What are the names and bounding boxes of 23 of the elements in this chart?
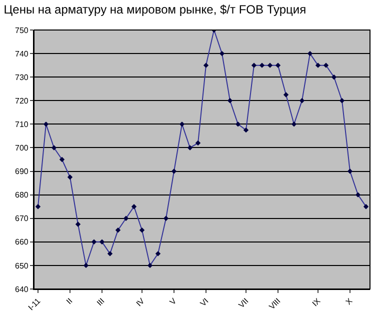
- x-tick-label: II: [64, 296, 74, 306]
- x-tick-label: VIII: [267, 296, 282, 312]
- y-tick-label: 740: [15, 49, 29, 58]
- x-tick-label: X: [344, 296, 355, 307]
- y-tick-label: 670: [15, 214, 29, 224]
- x-tick-label: IX: [310, 296, 323, 308]
- y-tick-label: 650: [15, 261, 29, 270]
- y-tick-label: 700: [15, 144, 29, 153]
- x-tick-label: V: [168, 296, 179, 307]
- y-tick-label: 730: [15, 72, 29, 82]
- chart-title: Цены на арматуру на мировом рынке, $/т FOB Турция: [4, 2, 306, 16]
- y-tick-label: 690: [15, 167, 29, 176]
- y-tick-label: 640: [15, 284, 29, 294]
- y-tick-label: 710: [15, 120, 29, 129]
- x-tick-label: VI: [198, 296, 210, 308]
- y-tick-label: 680: [15, 190, 29, 200]
- x-tick-label: III: [95, 296, 106, 308]
- x-tick-label: I-11: [26, 296, 43, 312]
- y-tick-label: 750: [15, 26, 29, 35]
- y-tick-label: 660: [15, 238, 29, 247]
- y-tick-label: 720: [15, 96, 29, 106]
- x-tick-label: VII: [236, 296, 250, 310]
- x-tick-label: IV: [134, 296, 147, 308]
